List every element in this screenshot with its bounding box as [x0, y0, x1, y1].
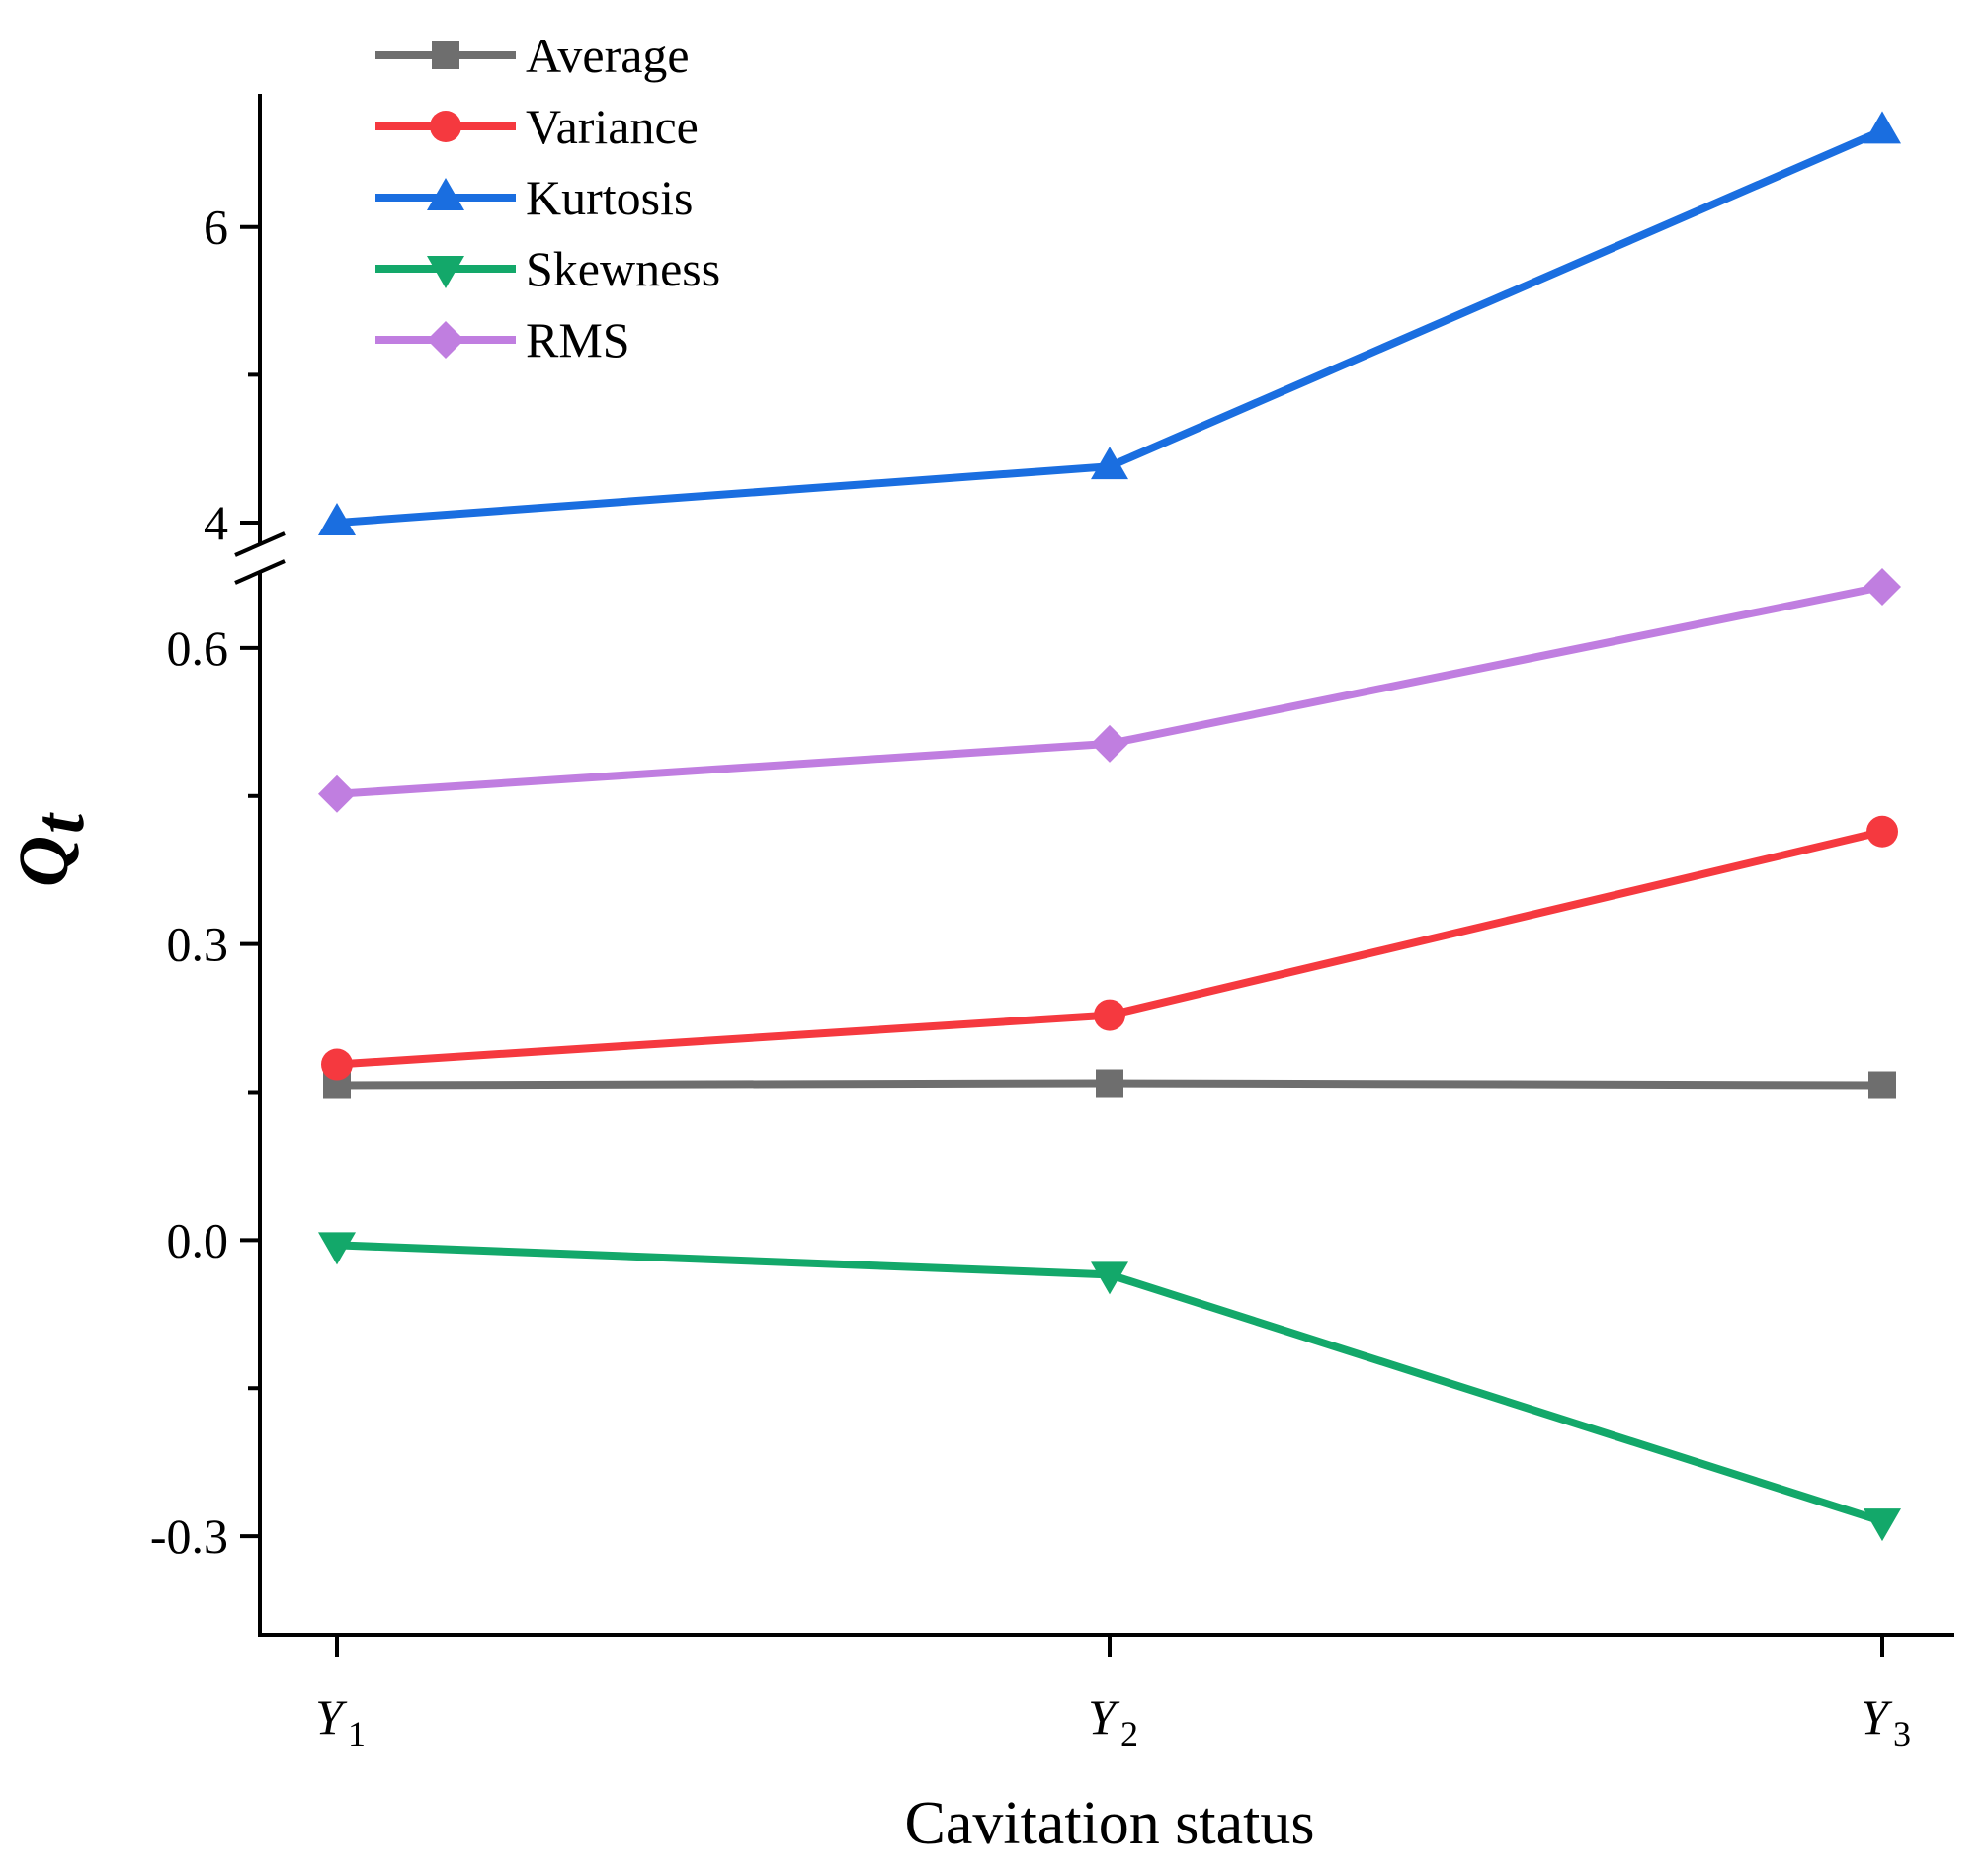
series-average [323, 1069, 1896, 1099]
legend-label: Skewness [526, 241, 720, 296]
data-point [1864, 567, 1901, 606]
data-point [1864, 1508, 1901, 1542]
x-tick-label: Y [1088, 1689, 1120, 1745]
legend-marker [427, 256, 464, 288]
legend-label: Kurtosis [526, 170, 693, 225]
legend-marker [432, 41, 459, 69]
y-tick-label: 0.0 [167, 1212, 229, 1267]
x-tick-label: Y [315, 1689, 348, 1745]
legend-marker [427, 178, 464, 210]
legend-marker [430, 111, 461, 142]
x-axis-title: Cavitation status [904, 1790, 1314, 1857]
series-kurtosis [318, 111, 1901, 536]
legend-item: Skewness [375, 241, 720, 296]
legend: Average Variance Kurtosis Skewness RMS [375, 28, 720, 367]
axis-break-mark [234, 559, 286, 585]
x-tick-label-subscript: 2 [1120, 1714, 1138, 1753]
data-point [1866, 815, 1898, 848]
series-line [336, 583, 1883, 798]
data-point [1096, 1069, 1123, 1098]
data-point [318, 503, 356, 536]
y-axis-title-main: Q [4, 836, 83, 887]
legend-label: RMS [526, 312, 630, 367]
data-point [1864, 111, 1901, 144]
y-tick-label: 0.3 [167, 917, 229, 972]
series-variance [321, 815, 1898, 1081]
y-tick-label: 6 [204, 200, 228, 255]
x-tick-label-subscript: 1 [348, 1714, 366, 1753]
series-skewness [318, 1232, 1901, 1542]
y-tick-label: -0.3 [150, 1508, 228, 1564]
legend-item: Variance [375, 99, 699, 154]
x-tick-label: Y [1861, 1689, 1893, 1745]
legend-marker [427, 321, 464, 359]
data-point [1094, 999, 1125, 1031]
data-point [318, 1232, 356, 1265]
legend-label: Variance [526, 99, 699, 154]
data-point [1091, 1261, 1128, 1295]
legend-item: Kurtosis [375, 170, 693, 225]
series-rms [318, 567, 1901, 813]
axis-break-mark [234, 531, 286, 557]
y-tick-label: 0.6 [167, 620, 229, 676]
legend-label: Average [526, 28, 690, 83]
y-tick-label: 4 [204, 495, 228, 550]
data-point [1091, 724, 1128, 763]
data-point [1091, 447, 1128, 480]
data-point [1868, 1071, 1896, 1099]
legend-item: Average [375, 28, 690, 83]
series-layer [318, 111, 1901, 1542]
x-tick-label-subscript: 3 [1893, 1714, 1911, 1753]
y-axis-title-subscript: t [20, 812, 99, 834]
legend-item: RMS [375, 312, 630, 367]
y-axis-title: Qt [4, 812, 99, 887]
data-point [321, 1048, 353, 1081]
data-point [318, 774, 356, 813]
